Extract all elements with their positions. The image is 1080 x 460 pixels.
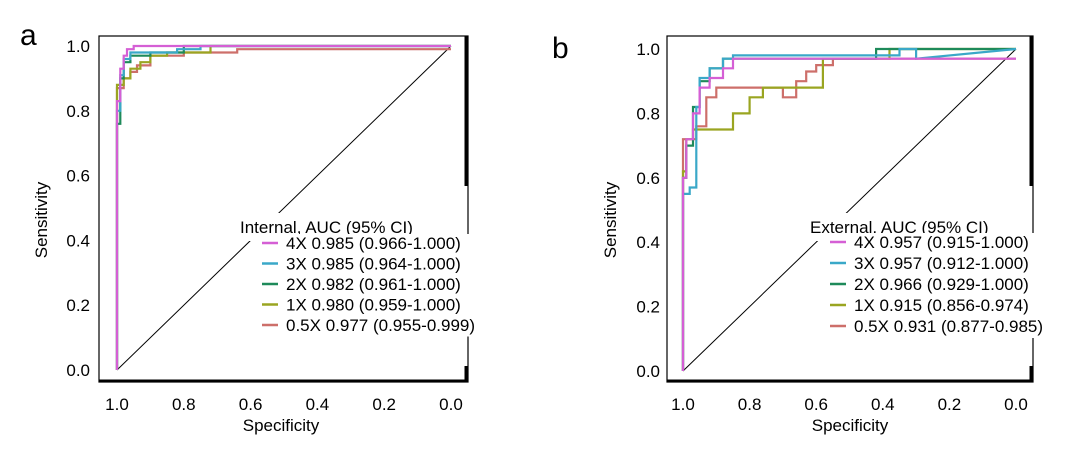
panel-a-legend-entry-bg — [256, 234, 516, 255]
panel-b-legend-label: 1X 0.915 (0.856-0.974) — [854, 296, 1029, 315]
panel-b-legend: External, AUC (95% CI) 4X 0.957 (0.915-1… — [804, 213, 1080, 338]
panel-b-y-tick-label: 0.8 — [636, 104, 660, 123]
panel-a-legend: Internal, AUC (95% CI) 4X 0.985 (0.966-1… — [234, 213, 516, 337]
panel-a-legend-label: 1X 0.980 (0.959-1.000) — [286, 296, 461, 315]
panel-b-legend-label: 3X 0.957 (0.912-1.000) — [854, 254, 1029, 273]
panel-b-legend-entry-bg — [824, 317, 1080, 338]
panel-a-y-tick-label: 0.4 — [66, 231, 90, 250]
panel-b-x-tick-label: 0.4 — [871, 395, 895, 414]
panel-a-x-tick-label: 0.2 — [372, 395, 396, 414]
panel-a-letter: a — [20, 19, 37, 52]
panel-b-legend-label: 2X 0.966 (0.929-1.000) — [854, 275, 1029, 294]
panel-a-x-tick-label: 0.8 — [172, 395, 196, 414]
panel-a-x-axis-title: Specificity — [243, 416, 320, 435]
panel-a-x-tick-label: 0.0 — [439, 395, 463, 414]
panel-b-roc-line-3x — [681, 47, 1017, 371]
panel-a-legend-entry-bg — [256, 275, 516, 296]
panel-a-y-tick-label: 0.8 — [66, 102, 90, 121]
panel-a-legend-entry-bg — [256, 254, 516, 275]
panel-b-legend-title: External, AUC (95% CI) — [810, 218, 989, 237]
panel-a-x-tick-label: 0.6 — [239, 395, 263, 414]
panel-b-legend-label: 4X 0.957 (0.915-1.000) — [854, 233, 1029, 252]
panel-b: b 1.0 0.8 0.6 0.4 0.2 0.0 0.0 0.2 0.4 0.6 0.8 1.0 S… — [552, 32, 1080, 435]
panel-b-y-axis-title: Sensitivity — [601, 181, 620, 258]
panel-b-letter: b — [552, 32, 569, 65]
panel-a-y-tick-label: 0.2 — [66, 296, 90, 315]
panel-a-y-axis-title: Sensitivity — [32, 181, 51, 258]
panel-b-diagonal-reference-line — [682, 48, 1017, 372]
panel-b-x-tick-label: 1.0 — [671, 395, 695, 414]
panel-a-roc-line-2x — [115, 44, 451, 370]
panel-b-legend-entry-bg — [824, 254, 1080, 275]
panel-b-y-tick-label: 0.2 — [636, 298, 660, 317]
panel-a-legend-entry-bg — [256, 316, 516, 337]
panel-b-legend-entry-bg — [824, 275, 1080, 296]
panel-b-legend-entry-bg — [824, 233, 1080, 254]
panel-b-x-tick-label: 0.2 — [938, 395, 962, 414]
panel-b-x-axis-title: Specificity — [812, 416, 889, 435]
panel-a-legend-title: Internal, AUC (95% CI) — [240, 218, 413, 237]
panel-a-x-tick-label: 1.0 — [105, 395, 129, 414]
panel-a-legend-entry-bg — [256, 295, 516, 316]
panel-a: a 1.0 0.8 0.6 0.4 0.2 0.0 0.0 0.2 0.4 0.6 0.8 1.0 S… — [20, 19, 516, 435]
panel-b-x-tick-label: 0.0 — [1004, 395, 1028, 414]
panel-a-y-tick-label: 1.0 — [66, 37, 90, 56]
panel-a-diagonal-reference-line — [116, 45, 452, 371]
panel-b-y-tick-label: 0.6 — [636, 169, 660, 188]
panel-a-legend-label: 3X 0.985 (0.964-1.000) — [286, 255, 461, 274]
panel-a-x-tick-label: 0.4 — [306, 395, 330, 414]
panel-b-x-tick-label: 0.6 — [804, 395, 828, 414]
panel-a-y-tick-label: 0.6 — [66, 167, 90, 186]
panel-a-legend-label: 2X 0.982 (0.961-1.000) — [286, 275, 461, 294]
panel-a-legend-label: 4X 0.985 (0.966-1.000) — [286, 234, 461, 253]
panel-a-roc-line-4x — [115, 44, 451, 370]
panel-a-y-tick-label: 0.0 — [66, 361, 90, 380]
panel-b-y-tick-label: 1.0 — [636, 40, 660, 59]
panel-b-y-tick-label: 0.0 — [636, 362, 660, 381]
panel-b-roc-line-4x — [681, 57, 1016, 371]
panel-a-legend-label: 0.5X 0.977 (0.955-0.999) — [286, 316, 475, 335]
panel-a-roc-line-3x — [115, 44, 451, 370]
panel-b-legend-entry-bg — [824, 296, 1080, 317]
panel-a-roc-line-1x — [115, 44, 451, 370]
panel-b-y-tick-label: 0.4 — [636, 233, 660, 252]
panel-b-x-tick-label: 0.8 — [738, 395, 762, 414]
panel-b-legend-label: 0.5X 0.931 (0.877-0.985) — [854, 317, 1043, 336]
